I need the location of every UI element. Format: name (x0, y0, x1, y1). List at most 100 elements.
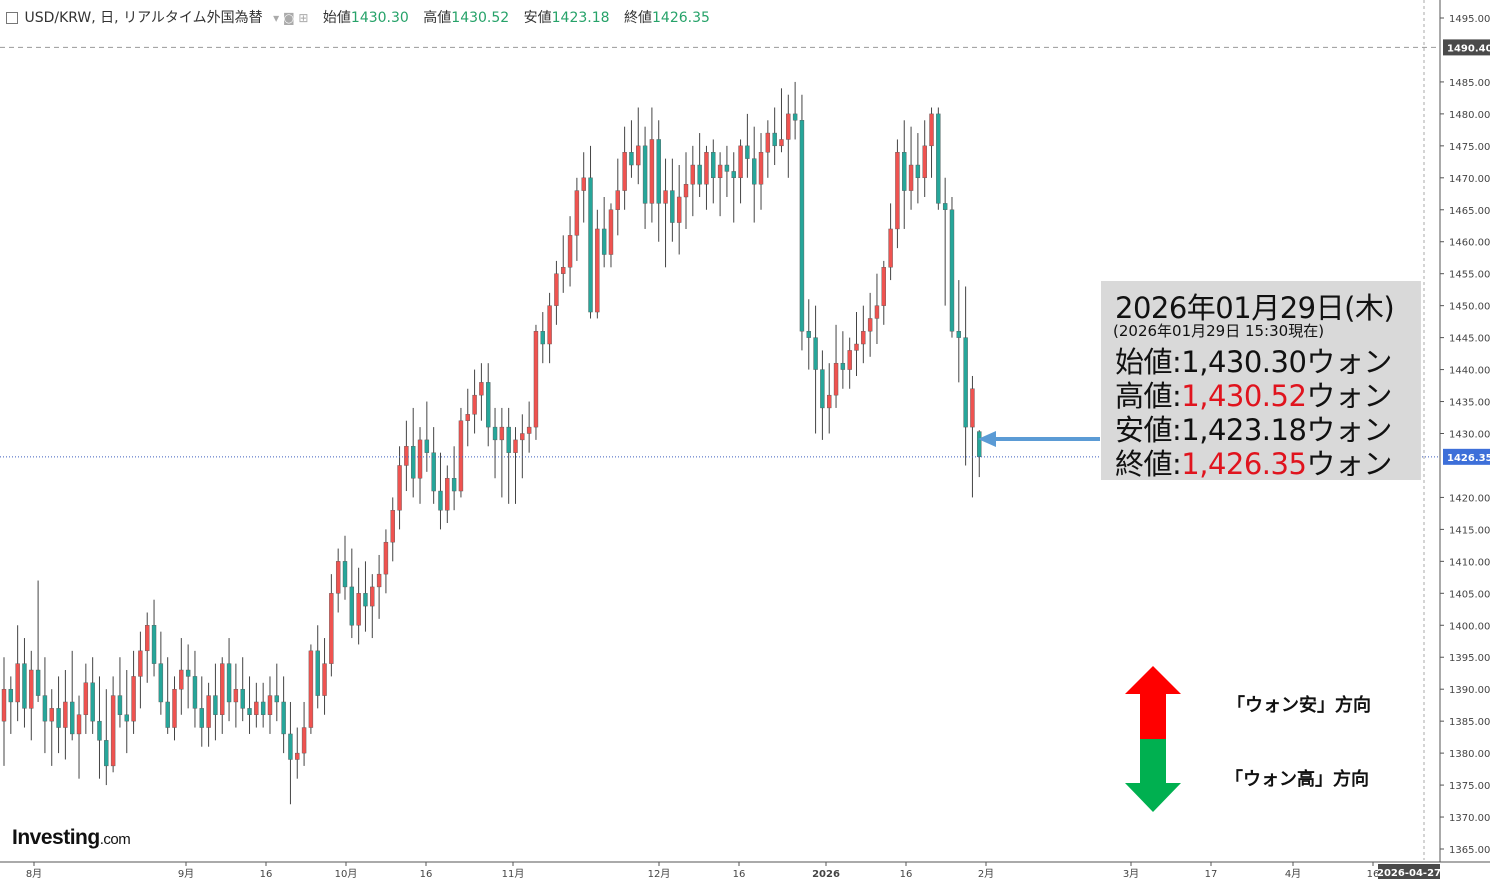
candle-body (827, 394, 832, 409)
header-settings-icons[interactable]: ▾ ◙ ⊞ (273, 11, 309, 25)
x-tick-label: 16 (260, 869, 273, 879)
candle (922, 120, 927, 197)
candle-body (69, 701, 75, 735)
candle-body (765, 132, 771, 153)
x-cursor-label: 2026-04-27 (1377, 868, 1441, 879)
price-tag-bg (1443, 448, 1490, 465)
candle-body (274, 695, 279, 703)
candle (42, 657, 48, 754)
candle-body (288, 733, 293, 760)
candle-body (206, 695, 211, 728)
candle (745, 113, 750, 178)
candle-body (390, 510, 395, 543)
candle (56, 676, 61, 754)
candle (35, 580, 41, 702)
info-high: 高値:1,430.52ウォン (1115, 373, 1392, 415)
info-as-of: (2026年01月29日 15:30現在) (1113, 322, 1325, 340)
candle-body (704, 152, 709, 185)
candle-body (472, 394, 477, 415)
candle-body (335, 561, 341, 594)
candle (383, 529, 389, 594)
candle (458, 407, 464, 498)
candle-body (799, 120, 805, 332)
candle (533, 324, 539, 440)
logo-name: Investing (12, 826, 100, 849)
candle (15, 625, 20, 722)
y-tick-label: 1435.00 (1449, 398, 1490, 409)
candle (629, 120, 634, 178)
candle-body (977, 431, 982, 458)
candle-body (506, 426, 511, 453)
candle-body (792, 113, 798, 121)
candle (656, 120, 661, 242)
candle-body (717, 164, 723, 179)
candle-body (438, 490, 443, 511)
low-label: 安値 (523, 10, 552, 26)
candle-body (731, 171, 736, 179)
candle (349, 548, 355, 639)
candle (185, 644, 191, 709)
x-tick-label: 11月 (502, 868, 525, 879)
candle (601, 196, 607, 268)
candle-body (942, 203, 948, 210)
candle-body (499, 426, 505, 441)
x-tick-label: 12月 (648, 868, 671, 879)
candle-body (936, 113, 941, 204)
candle (1, 657, 7, 766)
y-tick-label: 1480.00 (1449, 110, 1490, 121)
candle-body (117, 695, 123, 715)
candle (520, 414, 525, 479)
candle (902, 120, 907, 229)
candle-body (758, 152, 764, 185)
candle (301, 701, 307, 766)
candle (397, 446, 402, 530)
candle-body (295, 752, 300, 760)
candle (438, 452, 443, 530)
candle-body (199, 708, 204, 728)
candle (267, 676, 273, 734)
candle-body (267, 695, 273, 715)
candle-body (690, 164, 696, 185)
candle (799, 94, 805, 351)
candle-body (145, 625, 150, 652)
info-close-prefix: 終値: (1115, 447, 1182, 481)
candle-body (949, 209, 955, 332)
candle-body (301, 727, 307, 754)
candle (465, 388, 470, 447)
x-tick-label: 4月 (1285, 868, 1301, 879)
pointer-arrow (978, 431, 1100, 447)
candle-body (970, 388, 975, 428)
candle-body (520, 433, 525, 441)
collapse-icon[interactable] (6, 12, 18, 24)
symbol-title: USD/KRW, 日, リアルタイム外国為替 (24, 10, 263, 26)
candle (404, 420, 409, 492)
candle (738, 139, 743, 204)
candles-layer (1, 81, 982, 805)
candle (431, 427, 436, 504)
y-tick-label: 1405.00 (1449, 589, 1490, 600)
x-tick-label: 16 (900, 869, 913, 879)
y-tick-label: 1400.00 (1449, 621, 1490, 632)
candle (220, 657, 225, 734)
candle (833, 324, 839, 408)
candle-body (608, 209, 614, 255)
chart-header: USD/KRW, 日, リアルタイム外国為替 ▾ ◙ ⊞ 始値1430.30 高… (6, 7, 710, 27)
y-tick-label: 1450.00 (1449, 302, 1490, 313)
candle-body (486, 382, 491, 428)
y-tick-label: 1455.00 (1449, 270, 1490, 281)
candle (370, 574, 375, 639)
candle-body (601, 228, 607, 255)
candle (29, 650, 34, 741)
candle (260, 682, 266, 728)
candle (83, 663, 89, 734)
direction-arrows (1125, 666, 1181, 812)
candle-body (867, 318, 873, 332)
candle (315, 625, 320, 709)
candle-body (738, 145, 743, 179)
candle-body (581, 177, 586, 191)
candle (411, 407, 416, 498)
candle-body (104, 740, 109, 767)
candle (540, 312, 545, 364)
y-tick-label: 1415.00 (1449, 525, 1490, 536)
